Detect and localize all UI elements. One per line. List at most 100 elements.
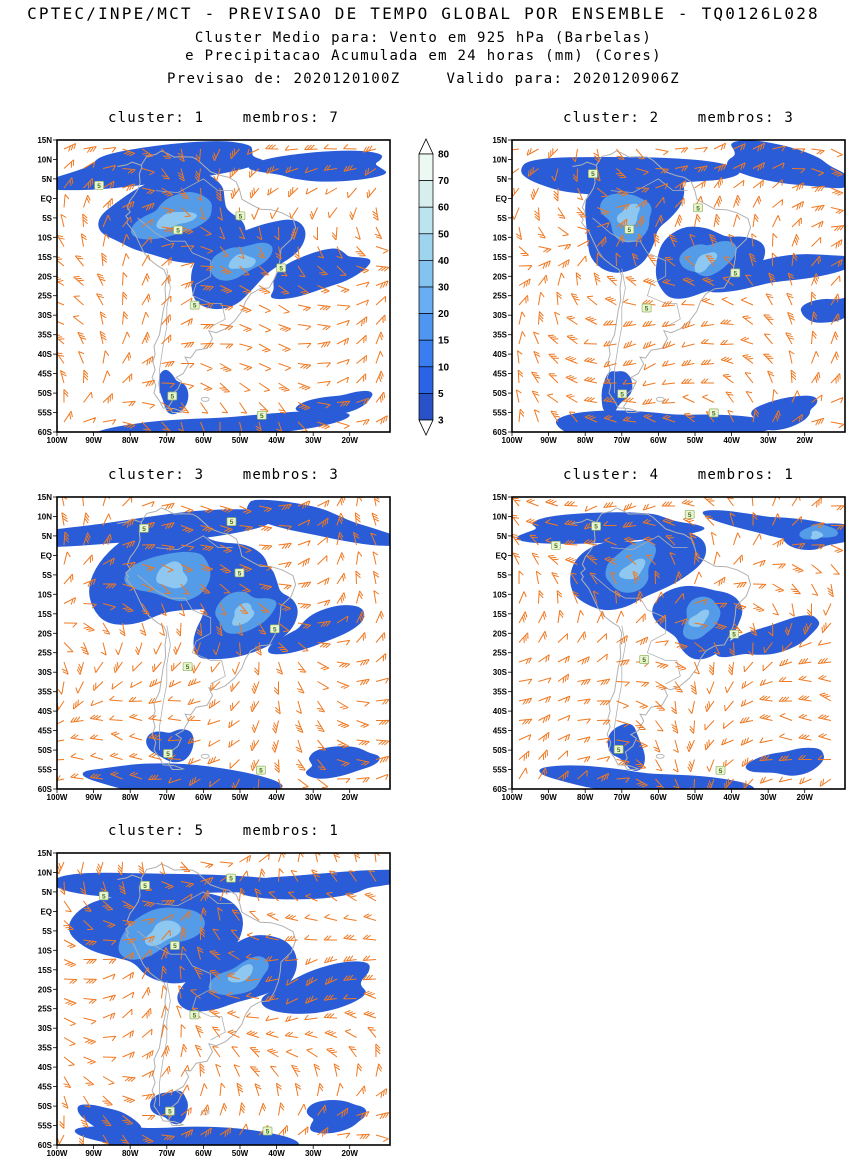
svg-text:5S: 5S — [42, 214, 52, 223]
axis-labels: 15N 10N 5N EQ 5S 10S 15S 20S 25S 30S 35S 40S 45S 50S 5… — [492, 136, 813, 445]
svg-text:60S: 60S — [38, 1141, 53, 1150]
svg-text:80W: 80W — [122, 436, 139, 445]
svg-text:50S: 50S — [38, 389, 53, 398]
svg-text:5: 5 — [273, 626, 277, 633]
svg-text:5N: 5N — [497, 532, 507, 541]
svg-text:5: 5 — [170, 394, 174, 401]
svg-text:5: 5 — [260, 413, 264, 420]
svg-text:5: 5 — [594, 524, 598, 531]
panel-title: cluster: 1 membros: 7 — [107, 110, 340, 126]
svg-text:5: 5 — [266, 1129, 270, 1136]
svg-text:60W: 60W — [195, 436, 212, 445]
svg-text:90W: 90W — [85, 793, 102, 802]
contour-labels: 5 5 5 5 5 5 5 — [139, 517, 280, 775]
colorbar-label: 15 — [438, 336, 450, 347]
svg-text:20S: 20S — [493, 629, 508, 638]
svg-text:20S: 20S — [38, 272, 53, 281]
colorbar-over-arrow — [418, 138, 434, 155]
svg-text:15S: 15S — [38, 610, 53, 619]
svg-text:5: 5 — [229, 876, 233, 883]
svg-text:35S: 35S — [493, 688, 508, 697]
svg-text:80W: 80W — [577, 436, 594, 445]
svg-text:5: 5 — [617, 747, 621, 754]
svg-text:5: 5 — [176, 228, 180, 235]
contour-labels: 5 5 5 5 5 5 5 — [551, 509, 739, 775]
map-cluster-4: 5 5 5 5 5 5 5 15N 10N 5N EQ 5S 10S 15S 20S 25S 30S 35S 40S… — [492, 493, 846, 802]
svg-text:5: 5 — [193, 303, 197, 310]
map-cluster-1: 5 5 5 5 5 5 5 15N 10N 5N EQ 5S 10S 15S 20S 25S 30S 35S 40S… — [37, 136, 391, 445]
svg-text:5: 5 — [591, 171, 595, 178]
colorbar-label: 50 — [438, 229, 450, 240]
svg-text:35S: 35S — [38, 1044, 53, 1053]
figure-subtitle-line2: e Precipitacao Acumulada em 24 horas (mm… — [185, 48, 662, 64]
svg-text:15N: 15N — [37, 849, 52, 858]
cluster-panel-1: cluster: 1 membros: 7 5 5 5 5 5 5 5 15N 10N 5N EQ 5S… — [29, 110, 402, 450]
colorbar-segment — [418, 286, 434, 314]
svg-text:100W: 100W — [47, 793, 68, 802]
svg-text:15N: 15N — [492, 493, 507, 502]
svg-text:50W: 50W — [687, 436, 704, 445]
svg-text:EQ: EQ — [40, 551, 52, 560]
wind-barbs — [57, 853, 390, 1145]
precipitation-colorbar: 80 70 60 50 40 30 20 15 10 5 3 — [418, 138, 450, 436]
forecast-init-value: 2020120100Z — [293, 71, 401, 87]
colorbar-segment — [418, 206, 434, 235]
map-frame — [56, 139, 391, 433]
svg-text:5: 5 — [712, 410, 716, 417]
svg-text:5: 5 — [645, 306, 649, 313]
axis-labels: 15N 10N 5N EQ 5S 10S 15S 20S 25S 30S 35S 40S 45S 50S 5… — [37, 849, 358, 1157]
colorbar-label: 30 — [438, 283, 450, 294]
svg-text:60W: 60W — [650, 793, 667, 802]
precip-shading — [57, 869, 390, 1145]
svg-text:15S: 15S — [38, 253, 53, 262]
svg-text:60W: 60W — [195, 1149, 212, 1157]
precip-shading — [57, 141, 387, 432]
svg-text:55S: 55S — [38, 1122, 53, 1131]
svg-text:15N: 15N — [37, 493, 52, 502]
svg-text:60S: 60S — [38, 428, 53, 437]
svg-text:60S: 60S — [38, 785, 53, 794]
svg-text:5S: 5S — [497, 214, 507, 223]
svg-text:50W: 50W — [232, 793, 249, 802]
svg-text:90W: 90W — [85, 436, 102, 445]
panel-title: cluster: 4 membros: 1 — [562, 467, 795, 483]
colorbar-segment — [418, 153, 434, 181]
svg-text:15N: 15N — [492, 136, 507, 145]
svg-text:25S: 25S — [493, 292, 508, 301]
svg-text:50S: 50S — [38, 746, 53, 755]
map-frame — [511, 139, 846, 433]
svg-text:45S: 45S — [38, 370, 53, 379]
svg-text:70W: 70W — [614, 793, 631, 802]
map-cluster-2: 5 5 5 5 5 5 5 15N 10N 5N EQ 5S 10S 15S 20S 25S 30S 35S 40S… — [492, 136, 846, 445]
wind-barbs — [512, 497, 845, 789]
svg-text:5: 5 — [642, 657, 646, 664]
svg-text:45S: 45S — [38, 727, 53, 736]
svg-text:60W: 60W — [195, 793, 212, 802]
svg-text:55S: 55S — [38, 409, 53, 418]
svg-text:30S: 30S — [493, 668, 508, 677]
svg-text:90W: 90W — [85, 1149, 102, 1157]
svg-text:100W: 100W — [47, 1149, 68, 1157]
coastline-borders — [117, 150, 297, 413]
svg-text:60W: 60W — [650, 436, 667, 445]
cluster-panel-4: cluster: 4 membros: 1 5 5 5 5 5 5 5 15N 10N 5N EQ 5S… — [484, 467, 847, 807]
svg-text:5: 5 — [230, 519, 234, 526]
svg-text:15N: 15N — [37, 136, 52, 145]
svg-text:10N: 10N — [492, 156, 507, 165]
svg-text:30S: 30S — [38, 1024, 53, 1033]
forecast-valid-value: 2020120906Z — [572, 71, 681, 87]
svg-text:EQ: EQ — [495, 194, 507, 203]
svg-text:45S: 45S — [493, 727, 508, 736]
precip-shading — [521, 140, 845, 432]
colorbar-segment — [418, 393, 434, 421]
svg-text:EQ: EQ — [40, 907, 52, 916]
svg-text:20W: 20W — [796, 793, 813, 802]
colorbar-slot: 80 70 60 50 40 30 20 15 10 5 3 — [413, 136, 465, 453]
svg-text:5S: 5S — [42, 571, 52, 580]
svg-text:50W: 50W — [232, 1149, 249, 1157]
svg-text:5: 5 — [719, 768, 723, 775]
map-cluster-3: 5 5 5 5 5 5 5 15N 10N 5N EQ 5S 10S 15S 20S 25S 30S 35S 40S… — [37, 493, 391, 802]
svg-text:15S: 15S — [493, 253, 508, 262]
svg-text:40W: 40W — [268, 793, 285, 802]
